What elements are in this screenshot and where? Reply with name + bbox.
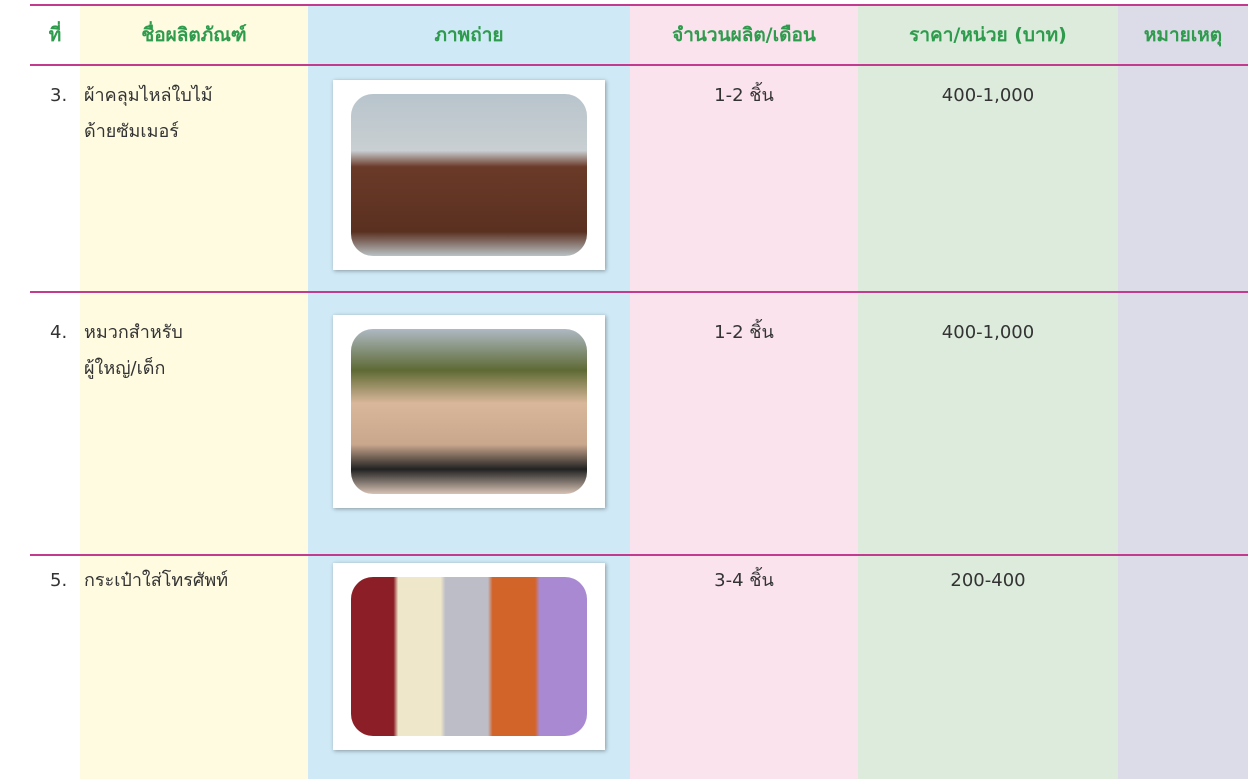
row-rule: [30, 291, 1248, 293]
header-cell: หมายเหตุ: [1143, 24, 1223, 46]
column-bg: [1118, 5, 1248, 779]
header-cell: ที่: [48, 24, 62, 46]
product-name: กระเป๋าใส่โทรศัพท์: [84, 570, 229, 591]
price: 200-400: [950, 570, 1026, 591]
product-name: ด้ายซัมเมอร์: [84, 121, 179, 142]
product-photo: [333, 315, 605, 508]
column-bg: [80, 5, 308, 779]
product-photo: [333, 563, 605, 750]
product-photo: [333, 80, 605, 270]
price: 400-1,000: [941, 85, 1035, 106]
column-bg: [858, 5, 1118, 779]
column-bg: [630, 5, 858, 779]
row-number: 3.: [50, 85, 68, 106]
product-name: หมวกสำหรับ: [84, 322, 183, 343]
row-number: 5.: [50, 570, 68, 591]
row-rule: [30, 554, 1248, 556]
quantity: 1-2 ชิ้น: [714, 85, 774, 106]
header-cell: ภาพถ่าย: [434, 24, 504, 46]
product-name: ผ้าคลุมไหล่ใบไม้: [84, 85, 213, 106]
product-name: ผู้ใหญ่/เด็ก: [84, 358, 166, 379]
price: 400-1,000: [941, 322, 1035, 343]
header-cell: ราคา/หน่วย (บาท): [909, 24, 1067, 46]
header-cell: ชื่อผลิตภัณฑ์: [141, 24, 247, 46]
quantity: 3-4 ชิ้น: [714, 570, 774, 591]
row-rule: [30, 4, 1248, 6]
quantity: 1-2 ชิ้น: [714, 322, 774, 343]
row-number: 4.: [50, 322, 68, 343]
row-rule: [30, 64, 1248, 66]
header-cell: จำนวนผลิต/เดือน: [672, 24, 816, 46]
